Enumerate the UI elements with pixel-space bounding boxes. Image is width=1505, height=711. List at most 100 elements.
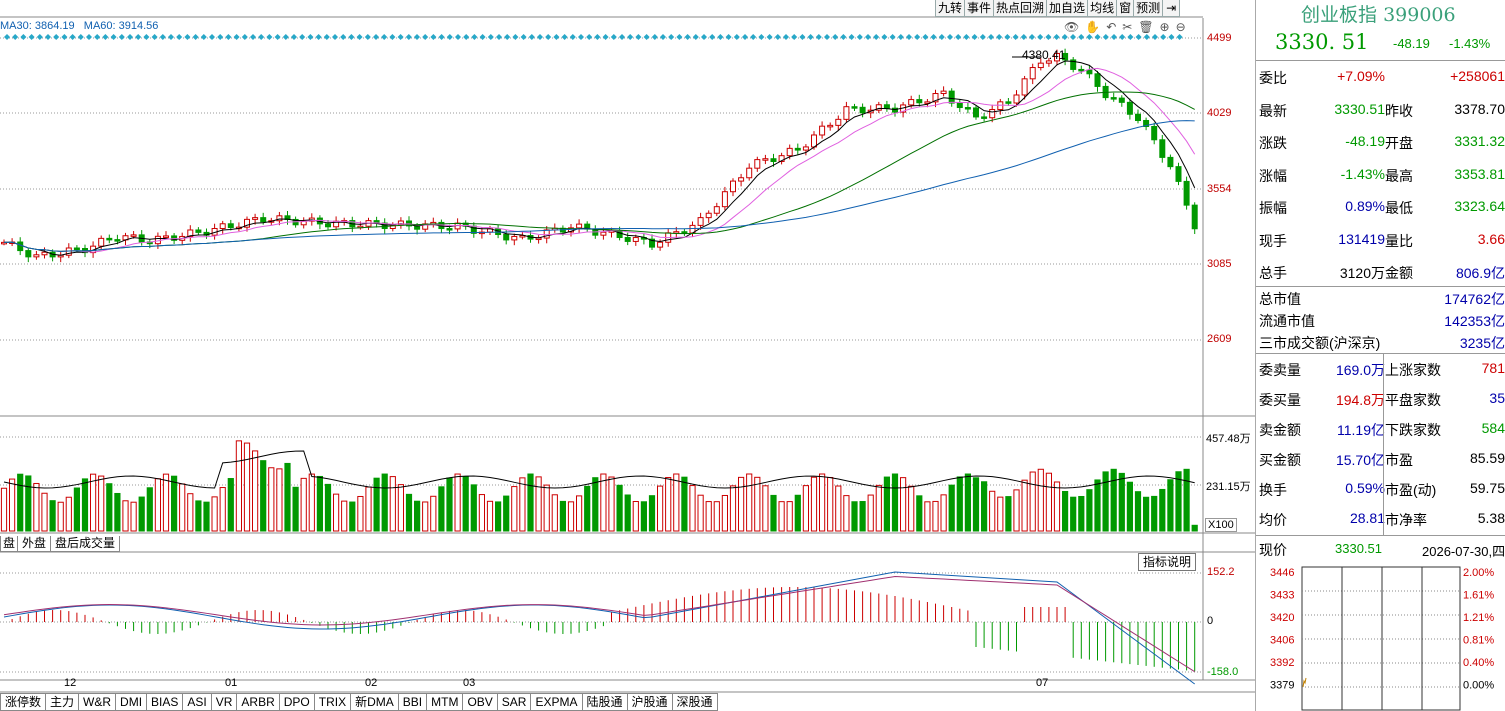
- volume-bar: [1102, 471, 1109, 532]
- tab-new-dma[interactable]: 新DMA: [350, 693, 399, 711]
- volume-bar: [316, 475, 323, 532]
- event-marker: [955, 34, 962, 40]
- volume-bar: [843, 495, 850, 532]
- stats-label: 上涨家数: [1385, 362, 1441, 378]
- mini-right-label: 0.81%: [1463, 635, 1494, 647]
- volume-bar: [478, 494, 485, 532]
- undo-icon[interactable]: ↶: [1106, 20, 1117, 34]
- zoom-out-icon[interactable]: ⊖: [1175, 20, 1186, 34]
- volume-bar: [252, 450, 259, 532]
- event-marker: [1078, 34, 1085, 40]
- tab-outer-disk[interactable]: 外盘: [17, 536, 52, 552]
- quote-date: 2026-07-30,四: [1422, 544, 1505, 559]
- tab-pan[interactable]: 盘: [0, 536, 19, 552]
- volume-bar: [154, 478, 162, 532]
- kline-chart-canvas[interactable]: [0, 0, 1255, 711]
- tab-shanghai-connect[interactable]: 沪股通: [626, 693, 673, 711]
- volume-bar: [1070, 496, 1077, 532]
- tab-expma[interactable]: EXPMA: [530, 693, 583, 711]
- stats-value: 169.0万: [1335, 362, 1385, 378]
- event-marker: [922, 34, 929, 40]
- toolbar-button-window[interactable]: 窗: [1116, 0, 1135, 17]
- candle-body: [446, 228, 453, 231]
- event-marker: [938, 34, 945, 40]
- tab-main-force[interactable]: 主力: [45, 693, 80, 711]
- candle-body: [754, 159, 761, 169]
- event-marker: [471, 34, 478, 40]
- tab-asi[interactable]: ASI: [182, 693, 212, 711]
- quote-row: 振幅 0.89% 最低 3323.64: [1259, 190, 1505, 222]
- eye-icon[interactable]: 👁: [1064, 20, 1080, 34]
- tab-dmi[interactable]: DMI: [115, 693, 148, 711]
- event-marker: [742, 34, 748, 40]
- quote-label: 振幅: [1259, 200, 1287, 216]
- quote-value: 3378.70: [1454, 100, 1505, 117]
- volume-bar: [900, 477, 907, 532]
- tab-mtm[interactable]: MTM: [426, 693, 464, 711]
- tab-limit-up-count[interactable]: 涨停数: [0, 693, 47, 711]
- event-marker: [963, 34, 970, 40]
- scissors-icon[interactable]: ✂: [1122, 20, 1133, 34]
- stats-row: 卖金额 11.19亿 下跌家数 584: [1259, 414, 1505, 444]
- quote-value: 3331.32: [1454, 133, 1505, 149]
- toolbar-button-add-watchlist[interactable]: 加自选: [1046, 0, 1089, 17]
- toolbar-button-forecast[interactable]: 预测: [1133, 0, 1164, 17]
- price-change-pct: -1.43%: [1449, 36, 1491, 51]
- volume-bar: [981, 481, 988, 532]
- toolbar-button-hot-review[interactable]: 热点回溯: [993, 0, 1048, 17]
- ma30-value: MA30: 3864.19: [0, 20, 75, 32]
- event-marker: [463, 34, 470, 40]
- quote-value: -1.43%: [1340, 165, 1385, 182]
- tab-vr[interactable]: VR: [210, 693, 238, 711]
- stats-value: 85.59: [1469, 450, 1505, 466]
- volume-bar: [738, 476, 745, 532]
- delete-icon[interactable]: 🗑: [1138, 20, 1154, 34]
- zoom-in-icon[interactable]: ⊕: [1159, 20, 1170, 34]
- market-value: 3235亿: [1459, 335, 1505, 351]
- candle-body: [802, 146, 809, 151]
- moving-average-line: [3, 60, 1196, 256]
- tab-dpo[interactable]: DPO: [278, 693, 315, 711]
- event-marker: [1135, 34, 1142, 40]
- exit-icon[interactable]: ⇥: [1162, 0, 1181, 17]
- tab-bbi[interactable]: BBI: [397, 693, 428, 711]
- event-marker: [86, 34, 92, 40]
- event-marker: [578, 34, 584, 40]
- tab-sar[interactable]: SAR: [496, 693, 532, 711]
- tab-obv[interactable]: OBV: [462, 693, 498, 711]
- toolbar-button-ma[interactable]: 均线: [1087, 0, 1118, 17]
- candle-body: [649, 238, 655, 248]
- tab-trix[interactable]: TRIX: [313, 693, 352, 711]
- quote-label: 金额: [1385, 265, 1413, 281]
- candle-body: [276, 215, 283, 222]
- tab-after-hours-volume[interactable]: 盘后成交量: [50, 536, 121, 552]
- volume-bar: [770, 494, 777, 532]
- event-marker: [1037, 34, 1044, 40]
- volume-bar: [1037, 468, 1044, 532]
- indicator-help-button[interactable]: 指标说明: [1138, 553, 1197, 571]
- candle-body: [973, 107, 979, 118]
- tab-shenzhen-connect[interactable]: 深股通: [671, 693, 718, 711]
- candle-body: [908, 99, 915, 106]
- toolbar-button-events[interactable]: 事件: [964, 0, 995, 17]
- event-marker: [947, 34, 953, 40]
- tab-bias[interactable]: BIAS: [146, 693, 184, 711]
- event-marker: [1102, 34, 1109, 40]
- kline-chart-area[interactable]: 九转 事件 热点回溯 加自选 均线 窗 预测 ⇥ MA30: 3864.19 M…: [0, 0, 1255, 711]
- event-marker: [1045, 34, 1052, 40]
- event-marker: [151, 34, 158, 40]
- ma-legend: MA30: 3864.19 MA60: 3914.56: [0, 20, 158, 32]
- toolbar-button-jiuzhuan[interactable]: 九转: [935, 0, 966, 17]
- hand-icon[interactable]: ✋: [1085, 20, 1101, 34]
- candle-body: [1118, 97, 1125, 103]
- volume-bar: [187, 493, 194, 532]
- event-marker: [422, 34, 429, 40]
- tab-northbound[interactable]: 陆股通: [581, 693, 628, 711]
- event-marker: [102, 34, 109, 40]
- tab-wr[interactable]: W&R: [78, 693, 117, 711]
- peak-price-label: 4380.41: [1022, 48, 1066, 62]
- stats-label: 平盘家数: [1385, 392, 1441, 408]
- tab-arbr[interactable]: ARBR: [236, 693, 280, 711]
- event-marker: [496, 34, 502, 40]
- event-marker: [733, 34, 740, 40]
